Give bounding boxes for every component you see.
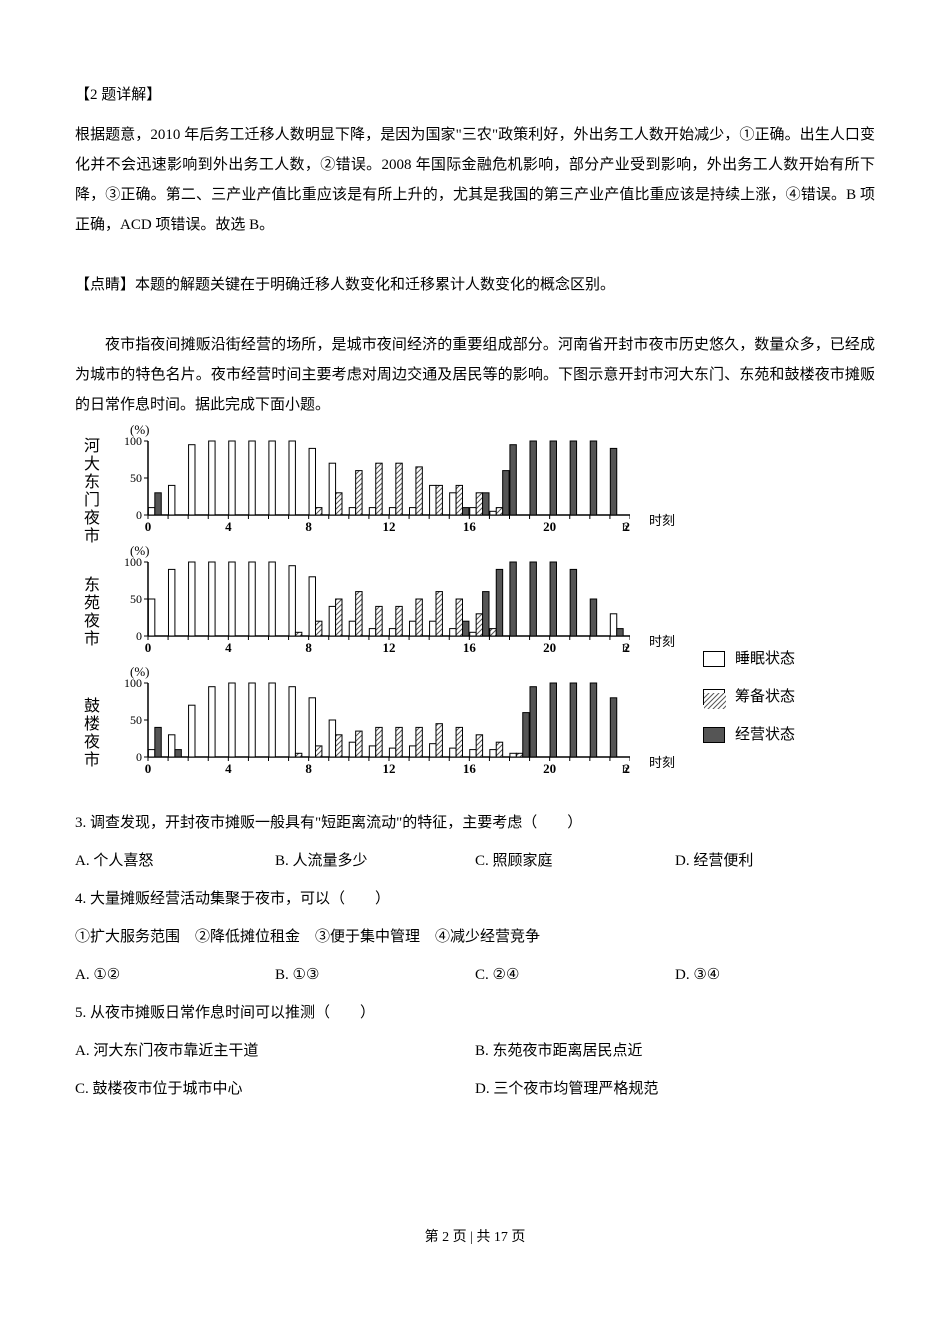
chart-x-label: 时刻	[649, 629, 675, 655]
svg-text:16: 16	[463, 761, 477, 776]
svg-text:50: 50	[130, 713, 142, 727]
legend-swatch-operate	[703, 727, 725, 743]
q5-opt-b: B. 东苑夜市距离居民点近	[475, 1036, 875, 1066]
q4-stem: 4. 大量摊贩经营活动集聚于夜市，可以（ ）	[75, 884, 875, 914]
chart-legend: 睡眠状态 筹备状态经营状态	[703, 644, 795, 758]
svg-text:4: 4	[225, 761, 232, 776]
chart-ylabel-river_gate: 河大东门夜市	[75, 437, 105, 545]
chart-x-label: 时刻	[649, 508, 675, 534]
svg-text:0: 0	[136, 629, 142, 643]
svg-text:8: 8	[305, 519, 312, 534]
explanation-2-title: 【2 题详解】	[75, 80, 875, 110]
svg-text:h: h	[622, 762, 628, 776]
svg-text:8: 8	[305, 640, 312, 655]
q4-opt-a: A. ①②	[75, 960, 275, 990]
q3-opt-c: C. 照顾家庭	[475, 846, 675, 876]
q5-opt-c: C. 鼓楼夜市位于城市中心	[75, 1074, 475, 1104]
charts-container: 河大东门夜市(%) 05010004812162024h时刻东苑夜市(%) 05…	[75, 435, 875, 788]
q4-options: A. ①② B. ①③ C. ②④ D. ③④	[75, 960, 875, 990]
svg-text:12: 12	[383, 519, 396, 534]
svg-text:50: 50	[130, 592, 142, 606]
q4-opt-d: D. ③④	[675, 960, 875, 990]
q5-options-1: A. 河大东门夜市靠近主干道 B. 东苑夜市距离居民点近	[75, 1036, 875, 1066]
q3-options: A. 个人喜怒 B. 人流量多少 C. 照顾家庭 D. 经营便利	[75, 846, 875, 876]
q5-opt-a: A. 河大东门夜市靠近主干道	[75, 1036, 475, 1066]
chart-river_gate: (%) 05010004812162024h时刻	[110, 435, 630, 546]
svg-text:0: 0	[145, 761, 152, 776]
svg-text:20: 20	[543, 640, 556, 655]
q4-opt-b: B. ①③	[275, 960, 475, 990]
chart-x-label: 时刻	[649, 750, 675, 776]
chart-row-gulou: 鼓楼夜市(%) 05010004812162024h时刻睡眠状态 筹备状态经营状…	[75, 677, 875, 788]
chart-y-unit: (%)	[130, 659, 150, 685]
legend-label: 筹备状态	[735, 682, 795, 712]
passage-text: 夜市指夜间摊贩沿街经营的场所，是城市夜间经济的重要组成部分。河南省开封市夜市历史…	[75, 330, 875, 420]
svg-text:16: 16	[463, 640, 477, 655]
q4-choices: ①扩大服务范围 ②降低摊位租金 ③便于集中管理 ④减少经营竞争	[75, 922, 875, 952]
q3-stem: 3. 调查发现，开封夜市摊贩一般具有"短距离流动"的特征，主要考虑（ ）	[75, 808, 875, 838]
svg-text:12: 12	[383, 761, 396, 776]
svg-text:4: 4	[225, 519, 232, 534]
legend-swatch-sleep	[703, 651, 725, 667]
chart-y-unit: (%)	[130, 417, 150, 443]
legend-label: 经营状态	[735, 720, 795, 750]
svg-text:0: 0	[136, 750, 142, 764]
chart-gulou: (%) 05010004812162024h时刻睡眠状态 筹备状态经营状态	[110, 677, 630, 788]
q5-options-2: C. 鼓楼夜市位于城市中心 D. 三个夜市均管理严格规范	[75, 1074, 875, 1104]
q3-opt-b: B. 人流量多少	[275, 846, 475, 876]
svg-text:h: h	[622, 641, 628, 655]
chart-ylabel-dongyuan: 东苑夜市	[75, 576, 105, 648]
chart-dongyuan: (%) 05010004812162024h时刻	[110, 556, 630, 667]
svg-text:20: 20	[543, 761, 556, 776]
svg-text:h: h	[622, 520, 628, 534]
chart-ylabel-gulou: 鼓楼夜市	[75, 697, 105, 769]
tip-text: 【点睛】本题的解题关键在于明确迁移人数变化和迁移累计人数变化的概念区别。	[75, 270, 875, 300]
q4-opt-c: C. ②④	[475, 960, 675, 990]
q5-stem: 5. 从夜市摊贩日常作息时间可以推测（ ）	[75, 998, 875, 1028]
svg-text:4: 4	[225, 640, 232, 655]
legend-item-prep: 筹备状态	[703, 682, 795, 712]
svg-text:0: 0	[145, 519, 152, 534]
svg-text:8: 8	[305, 761, 312, 776]
q3-opt-d: D. 经营便利	[675, 846, 875, 876]
svg-text:50: 50	[130, 471, 142, 485]
explanation-2-body: 根据题意，2010 年后务工迁移人数明显下降，是因为国家"三农"政策利好，外出务…	[75, 120, 875, 240]
svg-text:12: 12	[383, 640, 396, 655]
q3-opt-a: A. 个人喜怒	[75, 846, 275, 876]
page-footer: 第 2 页 | 共 17 页	[75, 1224, 875, 1252]
legend-swatch-prep	[703, 689, 725, 705]
svg-text:20: 20	[543, 519, 556, 534]
chart-y-unit: (%)	[130, 538, 150, 564]
legend-item-sleep: 睡眠状态	[703, 644, 795, 674]
legend-item-operate: 经营状态	[703, 720, 795, 750]
svg-text:0: 0	[136, 508, 142, 522]
q5-opt-d: D. 三个夜市均管理严格规范	[475, 1074, 875, 1104]
svg-text:16: 16	[463, 519, 477, 534]
legend-label: 睡眠状态	[735, 644, 795, 674]
svg-text:0: 0	[145, 640, 152, 655]
chart-row-river_gate: 河大东门夜市(%) 05010004812162024h时刻	[75, 435, 875, 546]
